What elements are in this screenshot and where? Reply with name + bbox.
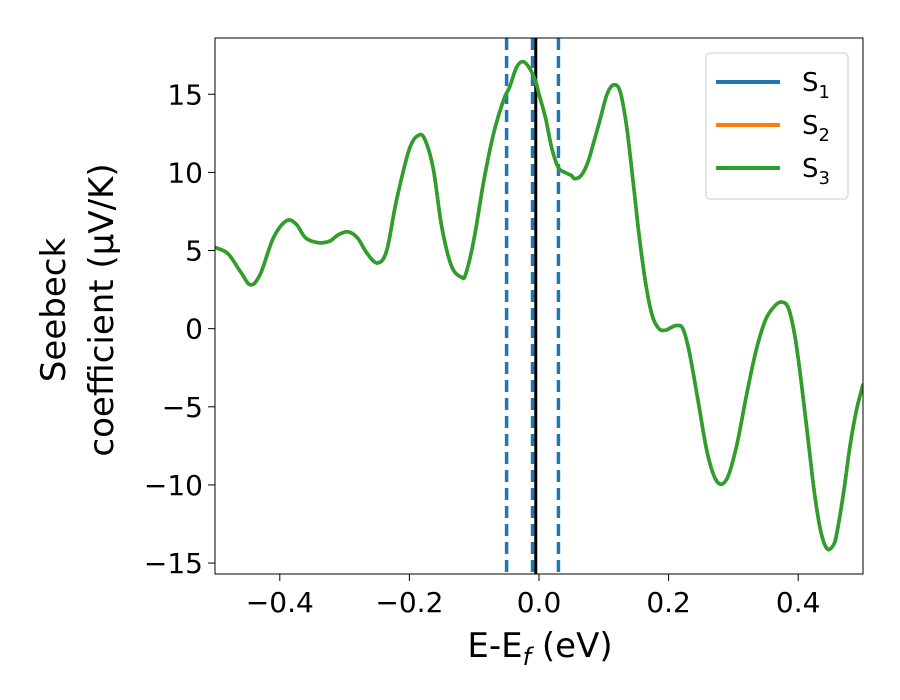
x-tick-label: 0.4 (776, 586, 821, 619)
x-tick-label: −0.2 (375, 586, 443, 619)
y-tick-label: −15 (144, 547, 203, 580)
y-tick-label: 5 (185, 235, 203, 268)
x-tick-label: 0.0 (517, 586, 562, 619)
plot-frame (214, 37, 864, 575)
legend-label-s3: S3 (802, 154, 830, 189)
legend-label-s1: S1 (802, 68, 830, 103)
series-line-s3 (215, 59, 863, 552)
y-tick-label: 15 (167, 78, 203, 111)
legend: S1 S2 S3 (705, 52, 849, 200)
legend-label-s2: S2 (802, 111, 830, 146)
y-tick-label: 10 (167, 156, 203, 189)
plot-area (215, 38, 863, 574)
y-tick-label: 0 (185, 313, 203, 346)
x-axis-ticks: −0.4 −0.2 0.0 0.2 0.4 (246, 574, 821, 619)
x-axis-title-unit: (eV) (531, 626, 613, 666)
y-axis-title-line2: coefficient (μV/K) (82, 163, 122, 456)
y-tick-label: −10 (144, 469, 203, 502)
x-axis-title: E-Ef (eV) (467, 626, 612, 671)
y-axis-ticks: −15 −10 −5 0 5 10 15 (144, 78, 215, 580)
y-tick-label: −5 (162, 391, 203, 424)
x-tick-label: −0.4 (246, 586, 314, 619)
x-tick-label: 0.2 (646, 586, 691, 619)
x-axis-title-main: E-E (467, 626, 522, 666)
y-axis-title-line1: Seebeck (34, 238, 74, 383)
